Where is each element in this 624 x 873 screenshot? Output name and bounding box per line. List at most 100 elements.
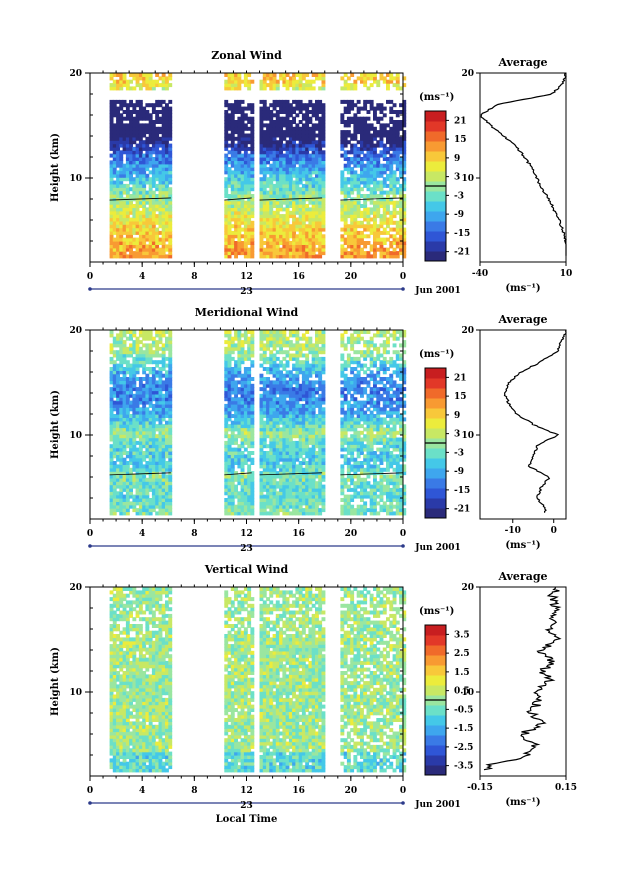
heatmap-cell	[250, 471, 255, 476]
heatmap-cell	[360, 254, 364, 259]
heatmap-cell	[227, 160, 232, 165]
heatmap-cell	[356, 204, 361, 208]
heatmap-cell	[112, 146, 117, 151]
heatmap-cell	[161, 116, 166, 121]
heatmap-cell	[279, 330, 283, 334]
heatmap-cell	[168, 180, 173, 185]
heatmap-cell	[122, 467, 127, 472]
heatmap-cell	[119, 160, 124, 165]
heatmap-cell	[243, 207, 248, 212]
heatmap-cell	[234, 427, 238, 432]
heatmap-cell	[165, 83, 169, 88]
heatmap-cell	[145, 373, 150, 378]
heatmap-cell	[262, 73, 267, 77]
heatmap-cell	[356, 120, 361, 124]
heatmap-cell	[285, 113, 290, 118]
heatmap-cell	[129, 387, 133, 392]
heatmap-cell	[262, 153, 267, 158]
heatmap-cell	[288, 183, 293, 188]
heatmap-cell	[125, 407, 130, 412]
heatmap-cell	[224, 420, 229, 425]
heatmap-cell	[308, 120, 313, 124]
colorbar-swatch	[425, 151, 446, 162]
heatmap-cell	[343, 120, 348, 124]
heatmap-cell	[119, 227, 124, 232]
heatmap-cell	[402, 187, 407, 192]
heatmap-cell	[109, 210, 114, 215]
heatmap-cell	[340, 217, 345, 222]
heatmap-cell	[151, 477, 156, 482]
heatmap-cell	[301, 247, 306, 252]
heatmap-cell	[161, 346, 166, 351]
heatmap-cell	[266, 76, 270, 81]
heatmap-cell	[321, 217, 326, 222]
heatmap-cell	[168, 146, 173, 151]
heatmap-cell	[119, 130, 124, 135]
heatmap-cell	[266, 214, 270, 219]
heatmap-cell	[119, 237, 124, 242]
heatmap-cell	[119, 157, 124, 161]
heatmap-cell	[112, 400, 117, 405]
heatmap-cell	[119, 407, 124, 412]
heatmap-cell	[402, 153, 407, 158]
heatmap-cell	[168, 377, 173, 381]
heatmap-cell	[230, 377, 235, 381]
heatmap-cell	[125, 380, 130, 385]
heatmap-cell	[168, 220, 173, 225]
heatmap-cell	[240, 420, 245, 425]
heatmap-cell	[356, 220, 361, 225]
heatmap-cell	[132, 170, 137, 175]
heatmap-cell	[269, 420, 274, 425]
heatmap-cell	[122, 434, 127, 439]
heatmap-cell	[155, 83, 160, 88]
heatmap-cell	[109, 467, 114, 472]
heatmap-cell	[112, 343, 117, 348]
heatmap-cell	[272, 400, 277, 405]
heatmap-cell	[298, 120, 303, 124]
heatmap-cell	[269, 491, 274, 496]
heatmap-cell	[275, 210, 280, 215]
heatmap-cell	[259, 471, 264, 476]
heatmap-cell	[165, 434, 169, 439]
heatmap-cell	[363, 170, 368, 175]
heatmap-cell	[389, 217, 394, 222]
heatmap-cell	[148, 383, 153, 388]
heatmap-cell	[138, 427, 143, 432]
heatmap-cell	[350, 157, 355, 161]
heatmap-cell	[288, 343, 293, 348]
heatmap-cell	[279, 103, 283, 108]
heatmap-cell	[363, 106, 368, 111]
heatmap-cell	[262, 170, 267, 175]
heatmap-cell	[321, 163, 326, 168]
heatmap-cell	[301, 251, 306, 256]
heatmap-cell	[360, 204, 364, 208]
heatmap-cell	[389, 99, 394, 104]
heatmap-cell	[259, 393, 264, 398]
heatmap-cell	[230, 190, 235, 195]
heatmap-cell	[230, 163, 235, 168]
heatmap-cell	[145, 123, 150, 128]
heatmap-cell	[301, 153, 306, 158]
heatmap-cell	[122, 437, 127, 442]
heatmap-cell	[272, 103, 277, 108]
heatmap-cell	[112, 414, 117, 418]
heatmap-cell	[240, 190, 245, 195]
heatmap-cell	[237, 477, 242, 482]
heatmap-cell	[275, 370, 280, 375]
heatmap-cell	[155, 467, 160, 472]
heatmap-cell	[259, 340, 264, 345]
heatmap-cell	[112, 454, 117, 459]
heatmap-cell	[227, 247, 232, 252]
heatmap-cell	[366, 194, 371, 198]
heatmap-cell	[138, 393, 143, 398]
heatmap-cell	[379, 123, 384, 128]
heatmap-cell	[262, 467, 267, 472]
heatmap-cell	[230, 207, 235, 212]
heatmap-cell	[363, 146, 368, 151]
heatmap-cell	[259, 116, 264, 121]
heatmap-cell	[161, 227, 166, 232]
heatmap-cell	[122, 430, 127, 435]
heatmap-cell	[165, 217, 169, 222]
heatmap-cell	[230, 177, 235, 182]
heatmap-cell	[227, 346, 232, 351]
